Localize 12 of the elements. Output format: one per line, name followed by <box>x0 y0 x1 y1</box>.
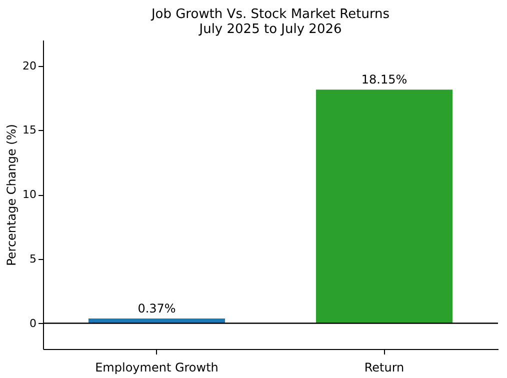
data-label: 0.37% <box>138 301 176 316</box>
y-tick-label: 10 <box>22 188 36 201</box>
chart-subtitle: July 2025 to July 2026 <box>198 22 342 37</box>
data-label: 18.15% <box>361 72 408 87</box>
y-tick-label: 0 <box>30 316 36 330</box>
y-tick-label: 15 <box>22 124 36 137</box>
y-tick-label: 20 <box>22 59 36 72</box>
x-tick-label: Employment Growth <box>95 360 218 374</box>
y-axis-title: Percentage Change (%) <box>4 124 19 266</box>
y-tick-label: 5 <box>30 252 36 266</box>
x-tick-label: Return <box>364 360 404 374</box>
chart-title: Job Growth Vs. Stock Market Returns <box>150 7 390 22</box>
